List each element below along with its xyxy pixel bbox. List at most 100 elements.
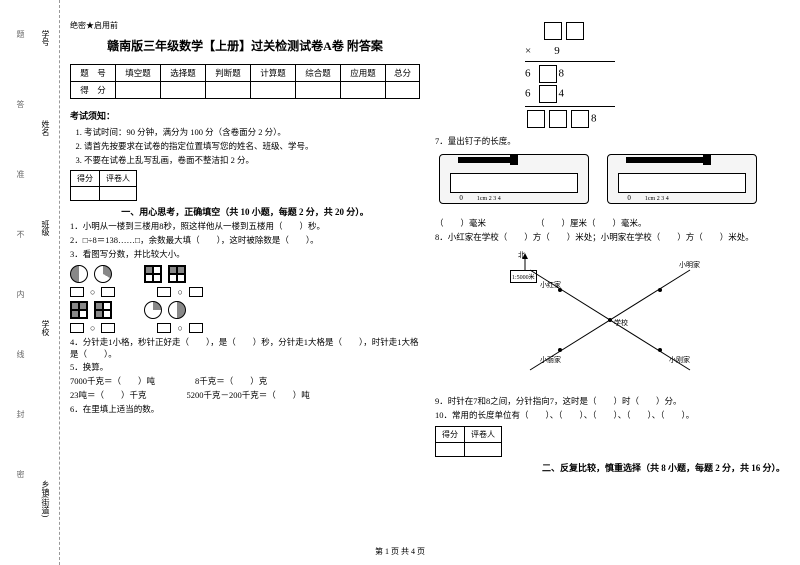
compare-box <box>157 323 171 333</box>
st-h0: 题 号 <box>71 65 116 82</box>
divider <box>525 61 615 62</box>
st-h7: 总分 <box>386 65 420 82</box>
circle-shape <box>94 265 112 283</box>
seal-3: 准 <box>15 170 26 178</box>
q4: 4．分针走1小格，秒针正好走（ ），是（ ）秒，分针走1大格是（ ），时针走1大… <box>70 337 420 361</box>
st-h4: 计算题 <box>251 65 296 82</box>
notice-2: 请首先按要求在试卷的指定位置填写您的姓名、班级、学号。 <box>84 140 420 152</box>
exam-title: 赣南版三年级数学【上册】过关检测试卷A卷 附答案 <box>70 37 420 54</box>
st-s6 <box>341 82 386 99</box>
mult-res: 8 <box>525 110 785 128</box>
st-s5 <box>296 82 341 99</box>
mult-top <box>525 22 785 40</box>
ruler-zero: 0 <box>459 194 463 202</box>
compare-box <box>70 287 84 297</box>
q7: 7．量出钉子的长度。 <box>435 136 785 148</box>
center-label: 学校 <box>614 318 628 328</box>
ruler-zero: 0 <box>627 194 631 202</box>
compare-box <box>189 287 203 297</box>
ruler-1: 0 1cm 2 3 4 <box>439 154 589 204</box>
st-h6: 应用题 <box>341 65 386 82</box>
nail-icon <box>458 157 513 163</box>
circle-shape <box>168 301 186 319</box>
seal-1: 题 <box>15 30 26 38</box>
mt2-b1 <box>436 442 465 456</box>
mt1-b1 <box>71 187 100 201</box>
page-footer: 第 1 页 共 4 页 <box>0 546 800 557</box>
seal-8: 密 <box>15 470 26 478</box>
compare-box <box>157 287 171 297</box>
st-s1 <box>116 82 161 99</box>
house-label: 小明家 <box>679 260 700 270</box>
seal-6: 线 <box>15 350 26 358</box>
square-shape <box>144 265 162 283</box>
sb-label-2: 姓名 <box>40 120 51 136</box>
mult-times: × 9 <box>525 42 785 58</box>
notice-3: 不要在试卷上乱写乱画，卷面不整洁扣 2 分。 <box>84 154 420 166</box>
compass-diagram: 北 1:5000米 小红家 小明家 小丽家 小刚家 学校 <box>510 250 710 390</box>
nail-head-icon <box>510 155 518 165</box>
sb-label-4: 学校 <box>40 320 51 336</box>
square-shape <box>70 301 88 319</box>
q5b: 8千克＝（ ）克 <box>195 376 267 388</box>
q5-row1: 7000千克＝（ ）吨 8千克＝（ ）克 <box>70 376 420 388</box>
compare-row1: ○ ○ <box>70 287 420 297</box>
circle-shape <box>144 301 162 319</box>
st-h3: 判断题 <box>206 65 251 82</box>
mt2-c1: 得分 <box>436 426 465 442</box>
mt1-c1: 得分 <box>71 171 100 187</box>
sb-label-5: 乡镇(街道) <box>40 480 51 517</box>
q5c: 23吨＝（ ）千克 <box>70 390 147 402</box>
ruler-scale: 0 1cm 2 3 4 <box>618 173 746 193</box>
ruler-2: 0 1cm 2 3 4 <box>607 154 757 204</box>
q5-row2: 23吨＝（ ）千克 5200千克－200千克＝（ ）吨 <box>70 390 420 402</box>
nail-icon <box>626 157 706 163</box>
q9: 9．时针在7和8之间，分针指向7，这时是（ ）时（ ）分。 <box>435 396 785 408</box>
seal-7: 封 <box>15 410 26 418</box>
mt1-b2 <box>100 187 137 201</box>
q8: 8．小红家在学校（ ）方（ ）米处；小明家在学校（ ）方（ ）米处。 <box>435 232 785 244</box>
page-content: 绝密★启用前 赣南版三年级数学【上册】过关检测试卷A卷 附答案 题 号 填空题 … <box>70 20 790 477</box>
multiplication-problem: × 9 68 64 8 <box>525 22 785 128</box>
q1: 1．小明从一楼到三楼用8秒，照这样他从一楼到五楼用（ ）秒。 <box>70 221 420 233</box>
compare-row2: ○ ○ <box>70 323 420 333</box>
st-s2 <box>161 82 206 99</box>
binding-sidebar: 学号 姓名 班级 学校 乡镇(街道) 题 答 准 不 内 线 封 密 <box>0 0 60 565</box>
compare-box <box>70 323 84 333</box>
score-table: 题 号 填空题 选择题 判断题 计算题 综合题 应用题 总分 得 分 <box>70 64 420 99</box>
nail-head-icon <box>703 155 711 165</box>
compare-box <box>101 323 115 333</box>
q2: 2．□÷8＝138……□，余数最大填（ ），这时被除数是（ ）。 <box>70 235 420 247</box>
ruler-ans-2: （ ）厘米（ ）毫米。 <box>536 218 647 230</box>
compare-box <box>101 287 115 297</box>
house-label: 小刚家 <box>669 355 690 365</box>
seal-4: 不 <box>15 230 26 238</box>
st-h2: 选择题 <box>161 65 206 82</box>
st-s4 <box>251 82 296 99</box>
st-h5: 综合题 <box>296 65 341 82</box>
square-shape <box>94 301 112 319</box>
ruler-marks: 1cm 2 3 4 <box>645 196 669 202</box>
seal-5: 内 <box>15 290 26 298</box>
left-column: 绝密★启用前 赣南版三年级数学【上册】过关检测试卷A卷 附答案 题 号 填空题 … <box>70 20 420 477</box>
circle-shape <box>70 265 88 283</box>
q5d: 5200千克－200千克＝（ ）吨 <box>187 390 310 402</box>
st-s7 <box>386 82 420 99</box>
mt2-b2 <box>465 442 502 456</box>
scale-label: 1:5000米 <box>510 270 537 283</box>
fraction-shapes-row2 <box>70 301 420 319</box>
part2-title: 二、反复比较，慎重选择（共 8 小题，每题 2 分，共 16 分）。 <box>435 461 785 474</box>
house-label: 小丽家 <box>540 355 561 365</box>
sb-label-3: 班级 <box>40 220 51 236</box>
st-s3 <box>206 82 251 99</box>
ruler-ans-1: （ ）毫米 <box>435 218 486 230</box>
q3: 3．看图写分数，并比较大小。 <box>70 249 420 261</box>
compare-box <box>189 323 203 333</box>
q10: 10．常用的长度单位有（ ）、（ ）、（ ）、（ ）、（ ）。 <box>435 410 785 422</box>
seal-2: 答 <box>15 100 26 108</box>
divider <box>525 106 615 107</box>
house-label: 小红家 <box>540 280 561 290</box>
q5: 5．换算。 <box>70 362 420 374</box>
confidential-label: 绝密★启用前 <box>70 20 420 31</box>
st-h1: 填空题 <box>116 65 161 82</box>
